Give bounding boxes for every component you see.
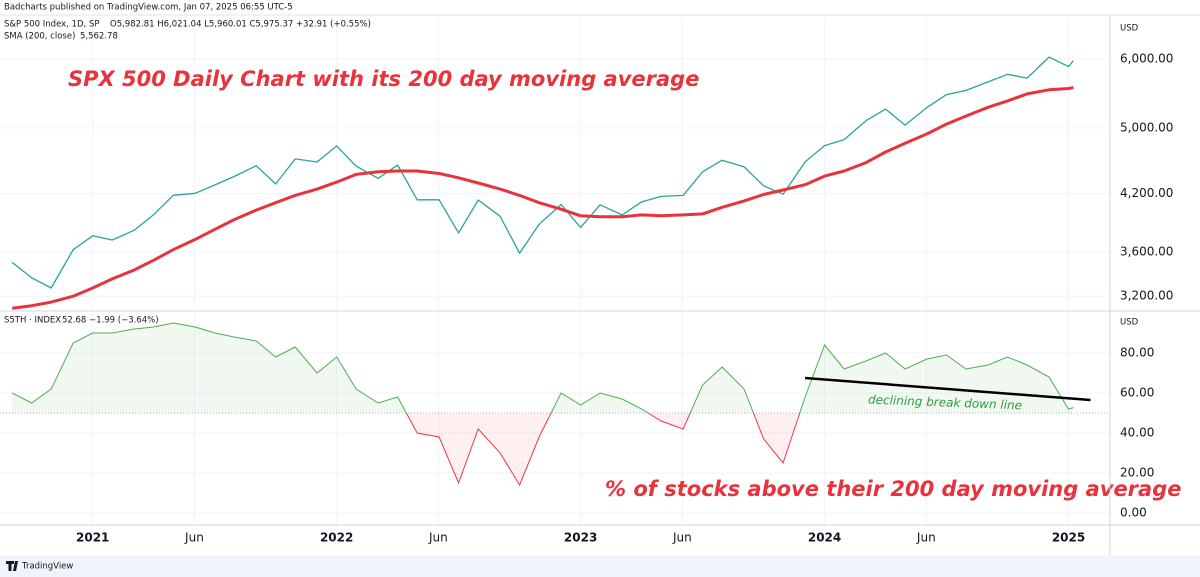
y-tick-label: 5,000.00 <box>1120 120 1173 134</box>
area-line <box>11 322 1074 487</box>
x-tick-label: 2022 <box>320 531 353 545</box>
y-tick-label: 4,200.00 <box>1120 186 1173 200</box>
breadth-legend: S5TH · INDEX <box>4 316 61 326</box>
series-line <box>11 56 1074 289</box>
x-tick-label: Jun <box>428 531 448 545</box>
footer: TradingView <box>21 562 73 572</box>
marks-layer <box>0 56 1110 487</box>
x-tick-label: 2024 <box>808 531 841 545</box>
area-fill <box>12 323 1074 485</box>
x-tick-label: 2021 <box>76 531 109 545</box>
symbol-legend: S&P 500 Index, 1D, SP <box>4 20 99 30</box>
header-bar <box>0 0 1200 15</box>
footer-bar <box>0 555 1200 577</box>
ohlc-legend: O5,982.81 H6,021.04 L5,960.01 C5,975.37 … <box>110 20 371 30</box>
y-tick-label: 0.00 <box>1120 506 1147 520</box>
y-tick-label: 60.00 <box>1120 386 1154 400</box>
bottom-title: % of stocks above their 200 day moving a… <box>605 477 1182 501</box>
y-tick-label: 3,600.00 <box>1120 244 1173 258</box>
top-title: SPX 500 Daily Chart with its 200 day mov… <box>68 67 699 91</box>
x-tick-label: Jun <box>184 531 204 545</box>
x-tick-label: 2025 <box>1052 531 1085 545</box>
trendline-label: declining break down line <box>868 393 1023 413</box>
currency-label: USD <box>1120 24 1139 34</box>
series-line <box>12 86 1074 310</box>
sma-legend-value: 5,562.78 <box>80 32 118 42</box>
breadth-legend-values: 52.68 −1.99 (−3.64%) <box>62 316 159 326</box>
currency-label: USD <box>1120 318 1139 328</box>
trendline <box>805 376 1091 402</box>
y-tick-label: 3,200.00 <box>1120 289 1173 303</box>
y-tick-label: 40.00 <box>1120 426 1154 440</box>
y-tick-label: 20.00 <box>1120 466 1154 480</box>
x-tick-label: 2023 <box>564 531 597 545</box>
y-tick-label: 80.00 <box>1120 346 1154 360</box>
sma-legend: SMA (200, close) <box>4 32 75 42</box>
x-tick-label: Jun <box>672 531 692 545</box>
tv-logo <box>6 561 18 571</box>
header: Badcharts published on TradingView.com, … <box>4 3 293 13</box>
y-tick-label: 6,000.00 <box>1120 52 1173 66</box>
x-tick-label: Jun <box>916 531 936 545</box>
grid-layer <box>0 18 1110 525</box>
